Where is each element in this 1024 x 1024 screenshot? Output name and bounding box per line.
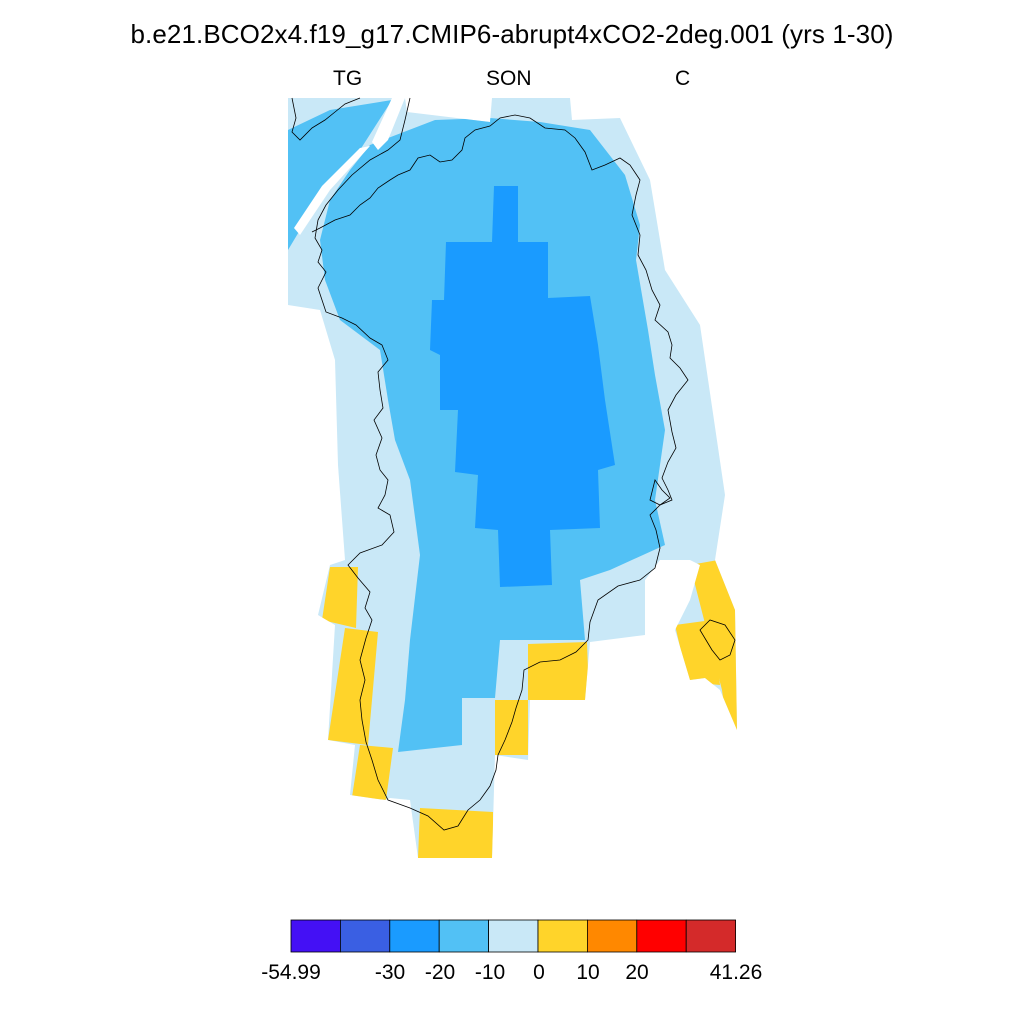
colorbar-tick: 20: [625, 961, 649, 984]
colorbar-swatch: [685, 919, 737, 953]
units-label: C: [675, 67, 691, 90]
coastline: [291, 97, 736, 831]
colorbar-swatch: [389, 919, 440, 953]
colorbar-swatch: [636, 919, 687, 953]
colorbar-swatch: [488, 919, 539, 953]
colorbar-tick: -30: [374, 961, 406, 984]
colorbar-tick: 10: [576, 961, 600, 984]
variable-label: TG: [333, 67, 363, 90]
colorbar-tick: -54.99: [261, 961, 321, 984]
colorbar-swatch: [587, 919, 638, 953]
map-title: b.e21.BCO2x4.f19_g17.CMIP6-abrupt4xCO2-2…: [130, 19, 894, 49]
colorbar-tick: 0: [533, 961, 545, 984]
colorbar-tick: -20: [424, 961, 456, 984]
colorbar-tick: 41.26: [709, 961, 763, 984]
colorbar-swatch: [537, 919, 588, 953]
colorbar-swatch: [290, 919, 341, 953]
season-label: SON: [486, 67, 532, 90]
colorbar-swatch: [438, 919, 490, 953]
shade-yellow-tiles: [322, 560, 737, 858]
colorbar-tick: -10: [474, 961, 506, 984]
shade-dark-blue: [430, 186, 615, 587]
colorbar-swatch: [339, 919, 391, 953]
